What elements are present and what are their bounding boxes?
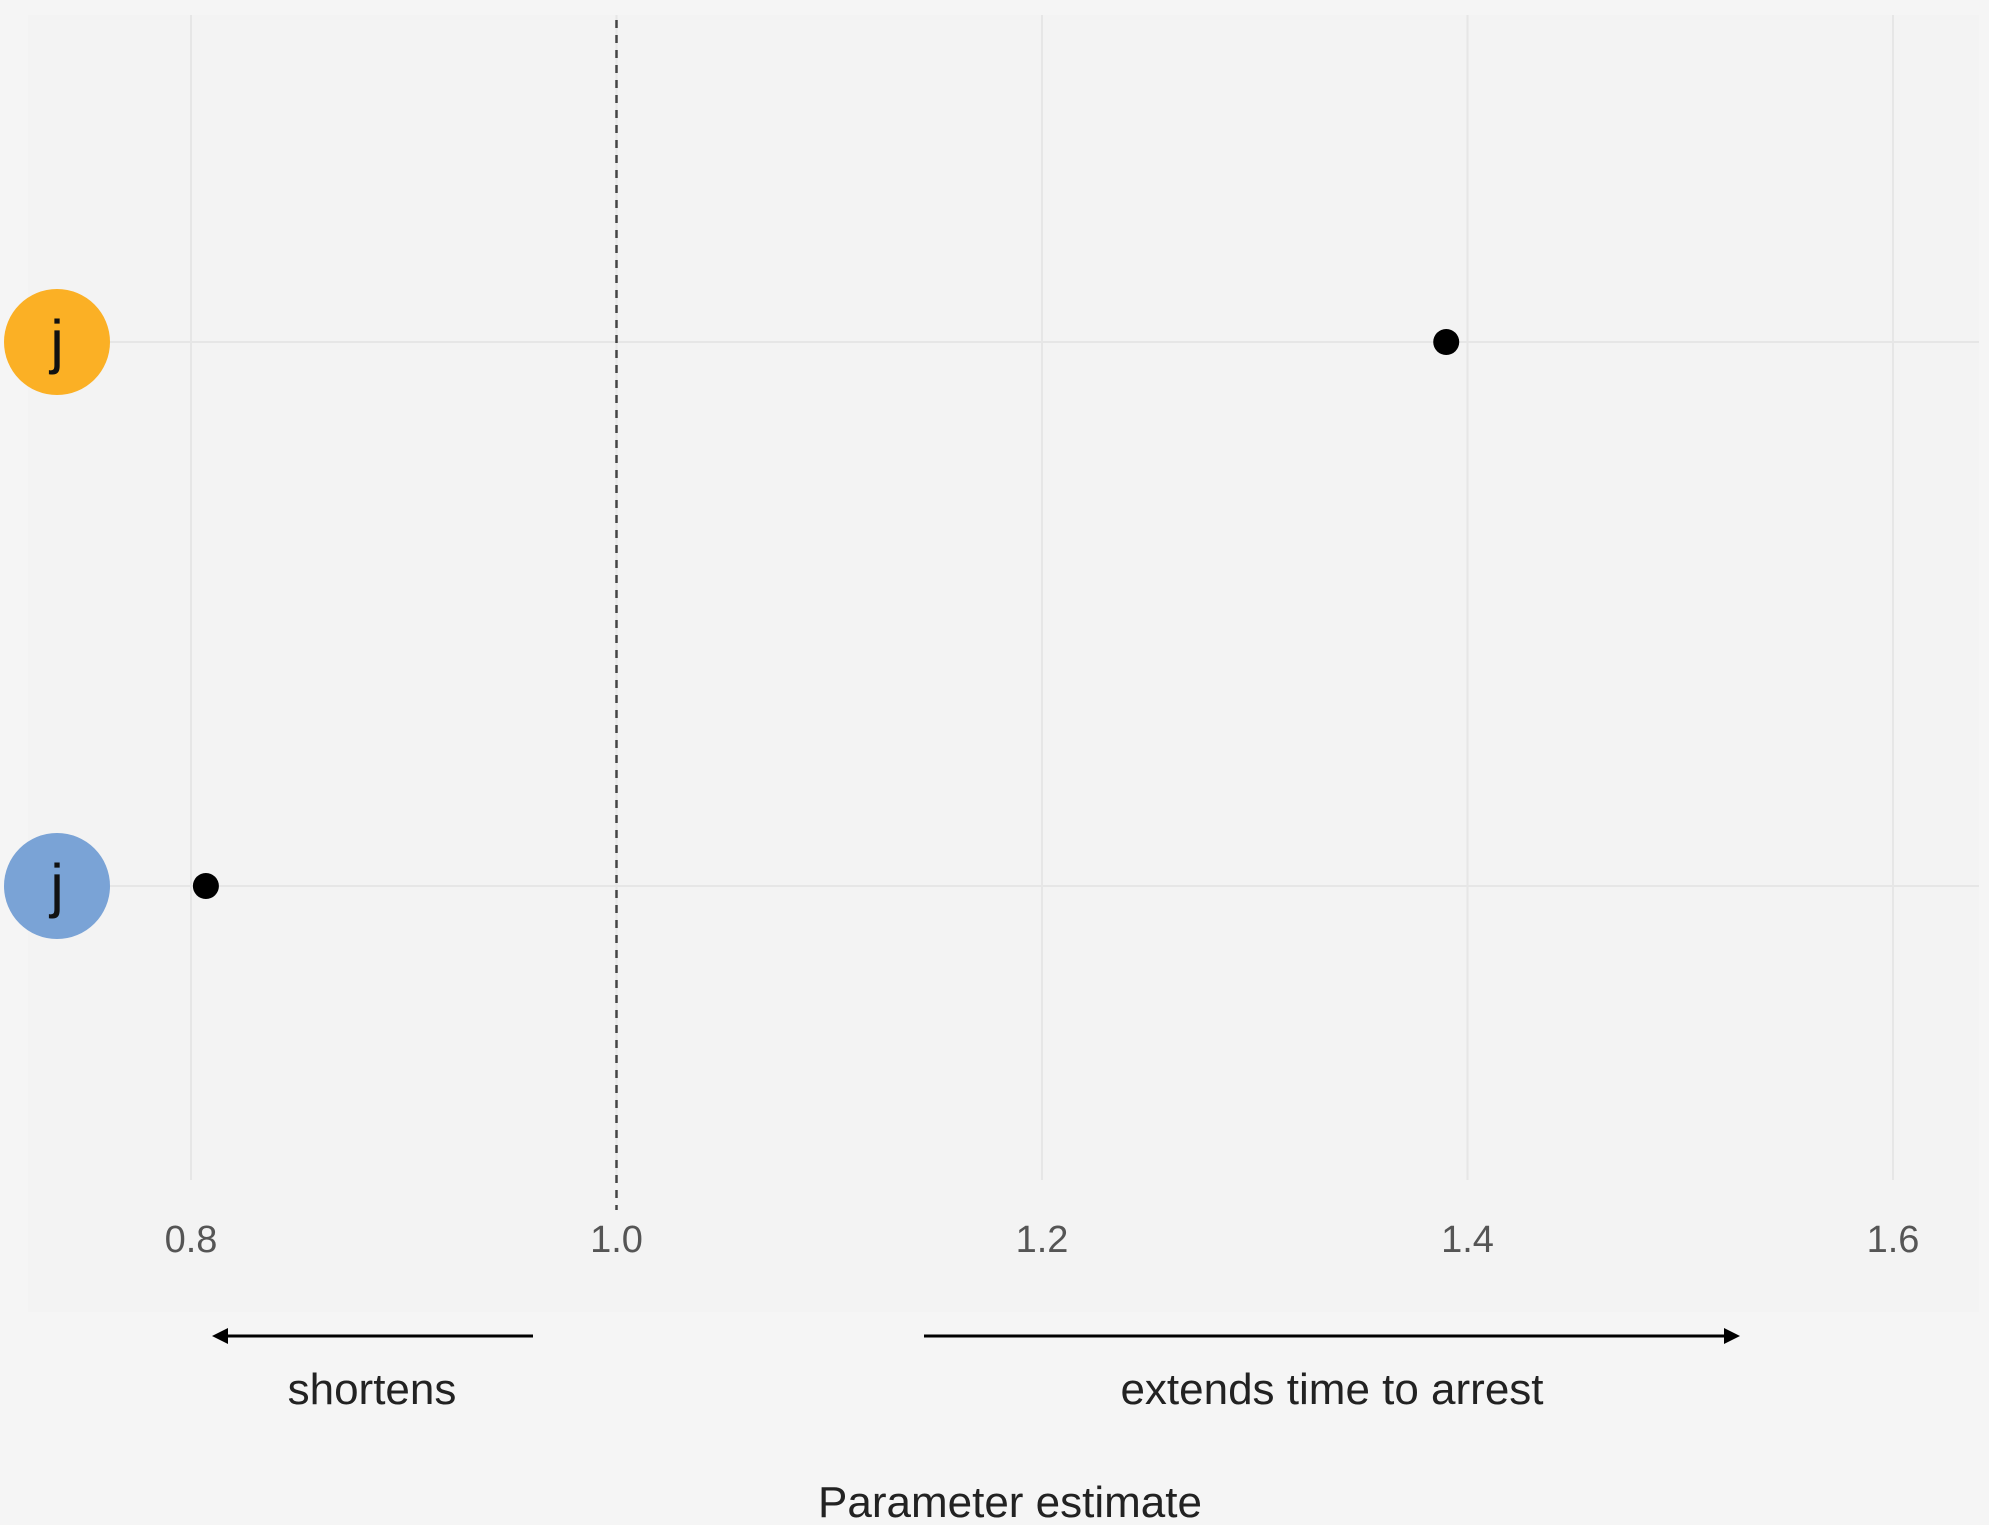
x-axis-label: Parameter estimate — [818, 1478, 1202, 1525]
data-points — [192, 329, 1460, 899]
category-markers: jj — [4, 289, 110, 939]
extends-label: extends time to arrest — [1120, 1365, 1543, 1414]
category-label-0: j — [48, 308, 63, 375]
data-point-0 — [1433, 329, 1460, 355]
extends-arrow — [924, 1328, 1740, 1344]
x-tick-label-0: 0.8 — [165, 1219, 218, 1261]
data-point-1 — [192, 873, 219, 899]
plot-panel — [28, 15, 1979, 1312]
shortens-label: shortens — [288, 1365, 457, 1414]
category-label-1: j — [48, 852, 63, 919]
category-badge-0 — [4, 289, 110, 395]
x-tick-label-1: 1.0 — [590, 1219, 643, 1261]
category-badge-1 — [4, 833, 110, 939]
x-tick-labels: 0.8 1.0 1.2 1.4 1.6 — [165, 1219, 1920, 1261]
x-tick-label-3: 1.4 — [1441, 1219, 1494, 1261]
x-tick-label-4: 1.6 — [1867, 1219, 1920, 1261]
shortens-arrow — [212, 1328, 533, 1344]
grid-lines — [110, 15, 1979, 1180]
x-tick-label-2: 1.2 — [1016, 1219, 1069, 1261]
